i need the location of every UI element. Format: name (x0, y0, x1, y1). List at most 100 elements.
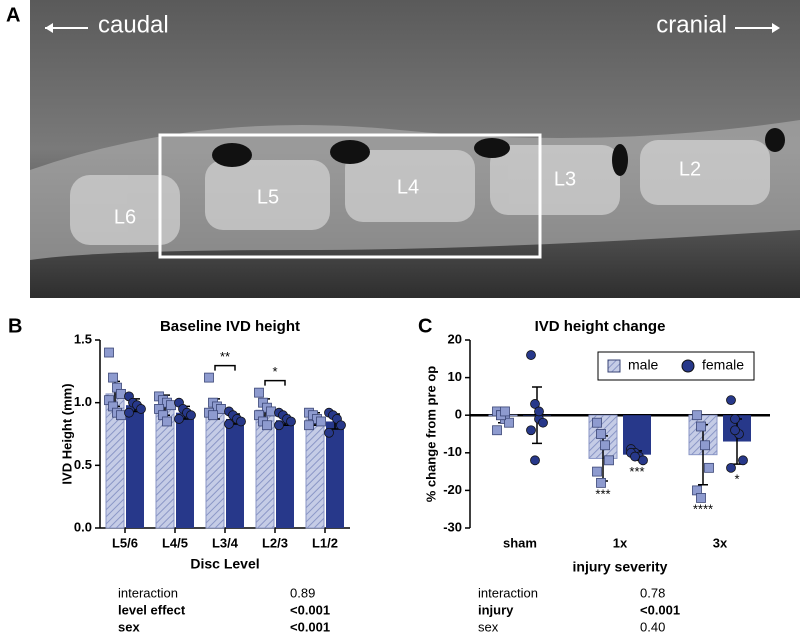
chart-title: IVD height change (535, 318, 666, 335)
legend-label: female (702, 357, 744, 373)
data-point (738, 455, 748, 466)
data-point (726, 395, 736, 406)
significance-bracket (264, 379, 286, 386)
data-point (186, 410, 196, 421)
data-point (592, 417, 602, 428)
xray-image: caudal cranial (30, 0, 800, 298)
data-point (604, 455, 614, 466)
data-point (236, 416, 246, 427)
legend: male female (597, 351, 755, 381)
data-point (266, 406, 276, 417)
data-point (124, 407, 134, 418)
x-tick-label: L2/3 (262, 535, 288, 550)
data-point (526, 350, 536, 360)
stats-cell: interaction (118, 585, 178, 600)
stats-cell: sex (118, 619, 140, 634)
y-tick-label: -20 (443, 482, 462, 497)
vertebra-label: L4 (397, 176, 419, 198)
data-point (592, 466, 602, 477)
vertebra-label: L5 (257, 186, 279, 208)
data-point (530, 399, 540, 409)
bar (176, 412, 194, 528)
data-point (336, 420, 346, 431)
data-point (224, 419, 234, 429)
significance: * (272, 364, 277, 379)
x-tick-label: L1/2 (312, 535, 338, 550)
data-point (596, 477, 606, 488)
data-point (304, 420, 314, 431)
stats-cell: sex (478, 619, 499, 634)
data-point (704, 462, 714, 473)
significance: **** (693, 501, 713, 516)
significance-bracket (214, 364, 236, 371)
data-point (136, 404, 146, 414)
y-tick-label: 0.5 (74, 457, 92, 472)
stats-cell: injury (478, 602, 514, 617)
data-point (534, 406, 544, 417)
stats-cell: <0.001 (640, 602, 680, 617)
y-tick-label: 0.0 (74, 519, 92, 534)
data-point (274, 420, 284, 431)
data-point (204, 372, 214, 383)
data-point (504, 417, 514, 428)
y-tick-label: 0 (455, 407, 462, 422)
data-point (696, 493, 706, 503)
data-point (104, 347, 114, 358)
data-point (254, 387, 264, 398)
bar (205, 408, 225, 529)
panel-label: A (6, 4, 20, 26)
x-tick-label: 3x (713, 535, 728, 550)
vertebra-label: L6 (114, 206, 136, 228)
stats-cell: <0.001 (290, 619, 330, 634)
data-point (208, 410, 218, 421)
legend-box (597, 351, 755, 381)
x-tick-label: sham (503, 535, 537, 550)
data-point (600, 440, 610, 451)
y-axis-label: % change from pre op (423, 366, 438, 503)
y-tick-label: 20 (448, 331, 462, 346)
stats-cell: 0.40 (640, 619, 665, 634)
region-box (158, 133, 542, 259)
data-point (162, 416, 172, 427)
data-point (726, 462, 736, 473)
bar (326, 421, 344, 528)
caudal-label: caudal (98, 11, 169, 38)
bar (226, 418, 244, 528)
x-tick-label: L3/4 (212, 535, 239, 550)
data-point (692, 410, 702, 421)
data-point (530, 455, 540, 466)
stats-cell: 0.89 (290, 585, 315, 600)
y-tick-label: 1.0 (74, 394, 92, 409)
x-axis-label: Disc Level (190, 556, 259, 572)
bar (305, 418, 325, 529)
stats-cell: level effect (118, 602, 186, 617)
x-tick-label: 1x (613, 535, 628, 550)
data-point (696, 421, 706, 432)
y-axis-label: IVD Height (mm) (59, 383, 74, 484)
y-tick-label: -30 (443, 519, 462, 534)
data-point (700, 440, 710, 451)
data-point (108, 372, 118, 383)
vertebra-label: L2 (679, 158, 701, 180)
stats-cell: interaction (478, 585, 538, 600)
significance: *** (629, 464, 644, 479)
x-axis-label: injury severity (573, 559, 668, 575)
data-point (730, 414, 740, 424)
data-point (630, 451, 640, 462)
data-point (596, 429, 606, 439)
data-point (324, 427, 334, 438)
chart-title: Baseline IVD height (160, 318, 300, 335)
data-point (638, 455, 648, 466)
x-tick-label: L5/6 (112, 535, 138, 550)
y-tick-label: 10 (448, 369, 462, 384)
data-point (174, 414, 184, 424)
significance: ** (220, 349, 230, 364)
data-point (500, 406, 510, 417)
legend-marker (607, 359, 621, 373)
data-point (316, 416, 326, 427)
data-point (286, 416, 296, 427)
legend-marker (681, 359, 695, 373)
y-tick-label: -10 (443, 444, 462, 459)
y-tick-label: 1.5 (74, 331, 92, 346)
